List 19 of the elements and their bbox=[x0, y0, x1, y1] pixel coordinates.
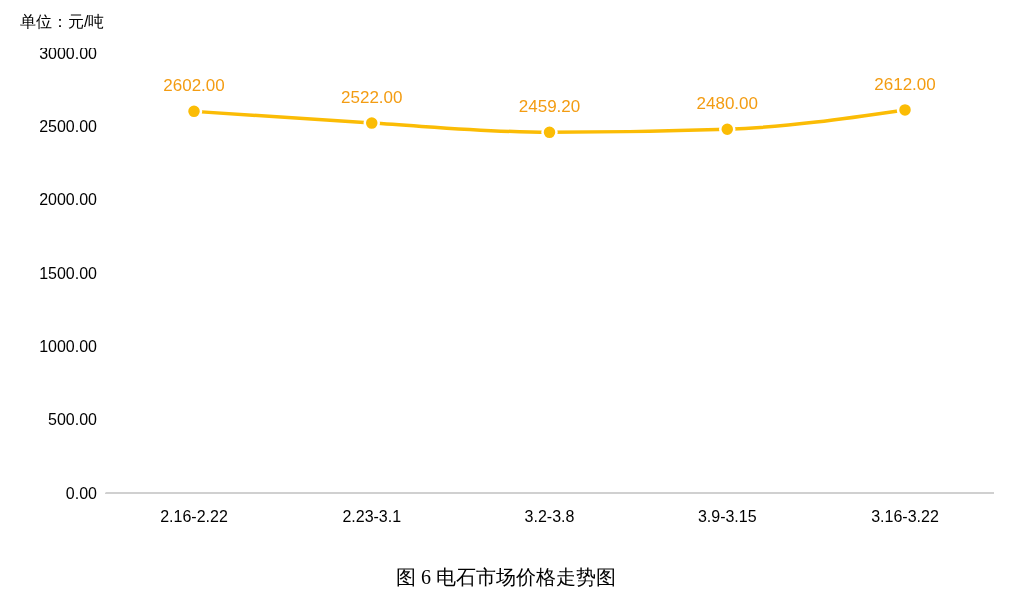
y-tick-label: 3000.00 bbox=[39, 44, 98, 62]
data-label: 2612.00 bbox=[874, 74, 936, 94]
x-tick-label: 3.2-3.8 bbox=[524, 508, 575, 526]
x-tick-label: 2.16-2.22 bbox=[160, 508, 228, 526]
x-tick-label: 3.9-3.15 bbox=[697, 508, 757, 526]
y-tick-label: 2500.00 bbox=[39, 118, 98, 136]
x-tick-label: 3.16-3.22 bbox=[871, 508, 939, 526]
data-label: 2480.00 bbox=[696, 94, 758, 114]
y-tick-label: 1000.00 bbox=[39, 338, 98, 356]
x-tick-label: 2.23-3.1 bbox=[342, 508, 402, 526]
data-label: 2522.00 bbox=[341, 88, 403, 108]
text: 图 6 电石市场价格走势图 bbox=[395, 565, 617, 590]
y-tick-label: 500.00 bbox=[48, 411, 98, 429]
data-label: 2459.20 bbox=[518, 97, 581, 117]
y-tick-label: 2000.00 bbox=[39, 191, 98, 209]
y-tick-label: 0.00 bbox=[65, 484, 98, 502]
data-label: 2602.00 bbox=[163, 76, 225, 96]
y-axis-title: 单位：元/吨 bbox=[20, 12, 105, 32]
y-tick-label: 1500.00 bbox=[39, 264, 98, 282]
